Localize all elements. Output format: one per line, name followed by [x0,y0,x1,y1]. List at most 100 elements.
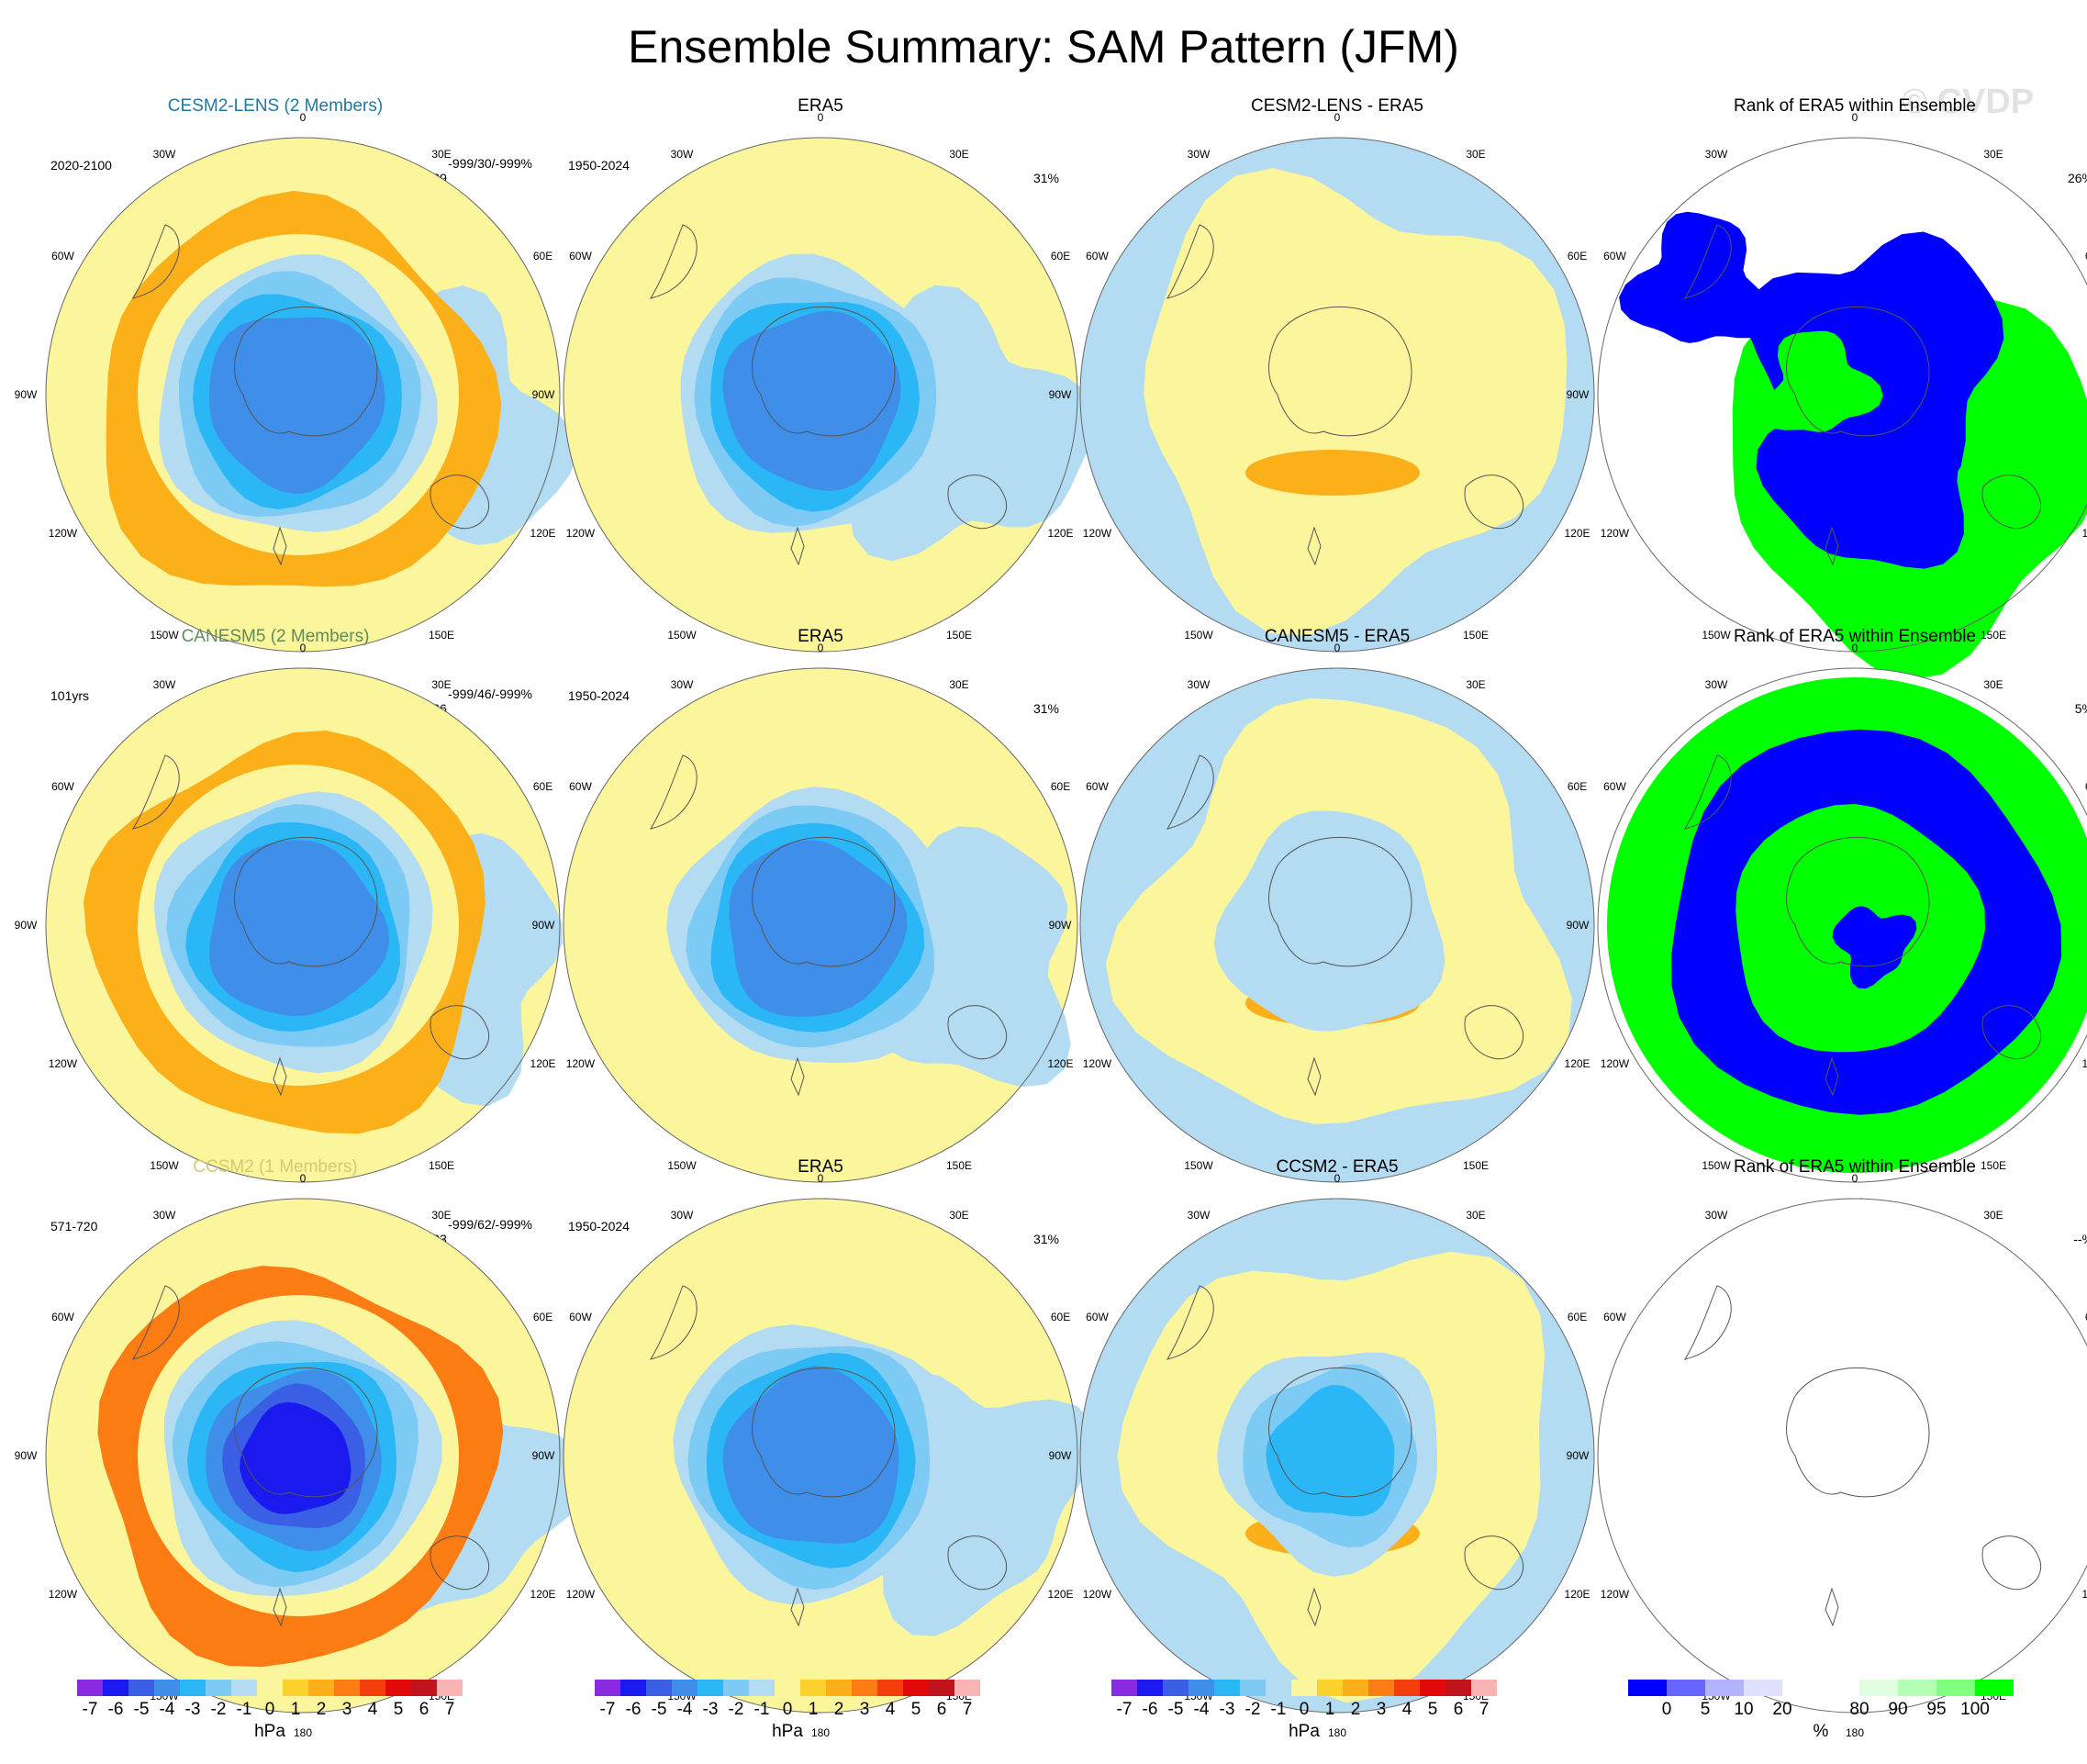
longitude-label: 150W [1184,628,1213,642]
antarctica-coast [234,1367,378,1498]
new-zealand-coast [273,1587,287,1627]
longitude-label: 60E [2085,1311,2087,1323]
panel-title: CANESM5 (2 Members) [181,627,370,646]
colorbar-tick-label: 5 [393,1700,404,1719]
colorbar-cell [154,1680,180,1696]
longitude-label: 30E [949,1209,969,1223]
south-america-coast [1166,754,1214,830]
longitude-label: 0 [1334,111,1341,124]
map-outline [1079,137,1595,653]
australia-coast [1464,1535,1524,1591]
longitude-label: 120W [565,1588,596,1601]
longitude-label: 180 [1845,1726,1865,1739]
longitude-label: 150E [1462,628,1490,642]
australia-coast [947,1005,1008,1060]
longitude-label: 120W [1082,527,1112,540]
coastlines [1166,754,1524,1097]
colorbar-cell [1471,1680,1497,1696]
longitude-label: 150E [428,1158,455,1172]
colorbar-tick-label: -3 [702,1700,719,1719]
colorbar-tick-label: 3 [859,1700,870,1719]
longitude-label: 30E [1983,1209,2003,1223]
longitude-label: 30E [1983,678,2003,692]
negative-core-level [722,310,901,491]
longitude-label: 120W [48,527,78,540]
new-zealand-coast [273,1056,287,1097]
colorbar-tick-label: 4 [885,1700,896,1719]
australia-coast [430,474,490,530]
colorbar-cell [646,1680,672,1696]
map-panel: ERA51950-202431%030E60E90E120E150E180150… [532,627,1108,1209]
coastlines [1166,224,1524,566]
longitude-label: 120W [1082,1057,1112,1070]
longitude-label: 120E [1564,1588,1590,1601]
longitude-label: 0 [817,111,824,124]
colorbar-cell [128,1680,154,1696]
colorbar-tick-label: 5 [910,1700,921,1719]
map-panel: Rank of ERA5 within Ensemble 26% 0 30E 60E 90… [1567,96,2087,680]
colorbar-cell [1343,1680,1368,1696]
colorbar-tick-label: -6 [1142,1700,1158,1719]
colorbar-tick-label: 10 [1734,1700,1754,1719]
colorbar-cell [1163,1680,1189,1696]
longitude-label: 150W [1702,628,1731,642]
colorbar-tick-label: 2 [1350,1700,1361,1719]
longitude-label: 150W [667,628,697,642]
colorbar-cell [800,1680,826,1696]
percent-label: --% [2073,1232,2087,1246]
longitude-label: 30E [431,678,452,692]
negative-core-level [208,317,385,495]
watermark: © CVDP [1902,83,2035,121]
colorbar-cell [437,1680,463,1696]
longitude-label: 60E [532,780,553,793]
longitude-label: 0 [299,111,307,124]
longitude-label: 90W [531,388,555,401]
panel-title: Rank of ERA5 within Ensemble [1733,1157,1976,1177]
map-outline [1079,667,1595,1183]
longitude-label: 30W [670,148,694,162]
longitude-label: 150W [150,1158,179,1172]
colorbar-cell [1291,1680,1317,1696]
colorbar-cell [180,1680,206,1696]
longitude-label: 30W [152,1209,176,1223]
longitude-label: 60E [1567,250,1588,262]
polar-map [45,1198,591,1714]
period-label: 101yrs [50,688,90,703]
colorbar-cell [1111,1680,1137,1696]
panel-title: CESM2-LENS (2 Members) [167,96,384,116]
positive-region [1144,168,1568,636]
australia-coast [947,1535,1008,1591]
negative-core-level [1213,810,1445,1032]
colorbar-cell [1368,1680,1394,1696]
colorbar-tick-label: 1 [1324,1700,1335,1719]
colorbar-cell [411,1680,437,1696]
coastlines [1683,1285,2042,1627]
longitude-label: 30W [670,1209,694,1223]
longitude-label: 90W [1566,388,1590,401]
percent-label: 31% [1032,1232,1059,1246]
colorbar-cell [1189,1680,1214,1696]
colorbar-tick-label: 7 [962,1700,973,1719]
longitude-label: 90W [531,919,555,932]
colorbar-cell [775,1680,800,1696]
colorbar-tick-label: 4 [367,1700,378,1719]
colorbar-cell [334,1680,360,1696]
longitude-label: 150E [1980,628,2007,642]
longitude-label: 30W [1704,148,1728,162]
longitude-label: 60E [1567,780,1588,793]
map-panel: CCSM2 - ERA5030E60E90E120E150E180150W120… [1049,1157,1624,1739]
longitude-label: 0 [1334,642,1341,654]
colorbar: 0 5 10 20 80 90 95 100% [1628,1680,2014,1744]
longitude-label: 60W [51,780,74,793]
antarctica-coast [752,836,896,967]
colorbar-tick-label: -3 [184,1700,201,1719]
polar-map [563,1198,1097,1714]
longitude-label: 60W [569,250,592,262]
longitude-label: 60W [1603,250,1626,262]
colorbar-cell [1898,1680,1936,1696]
longitude-label: 60E [1050,780,1071,793]
map-panel: CANESM5 (2 Members)101yrs-999/46/-999%30… [15,627,590,1209]
new-zealand-coast [790,1587,805,1627]
colorbar-cell [1859,1680,1898,1696]
longitude-label: 150W [1702,1158,1731,1172]
